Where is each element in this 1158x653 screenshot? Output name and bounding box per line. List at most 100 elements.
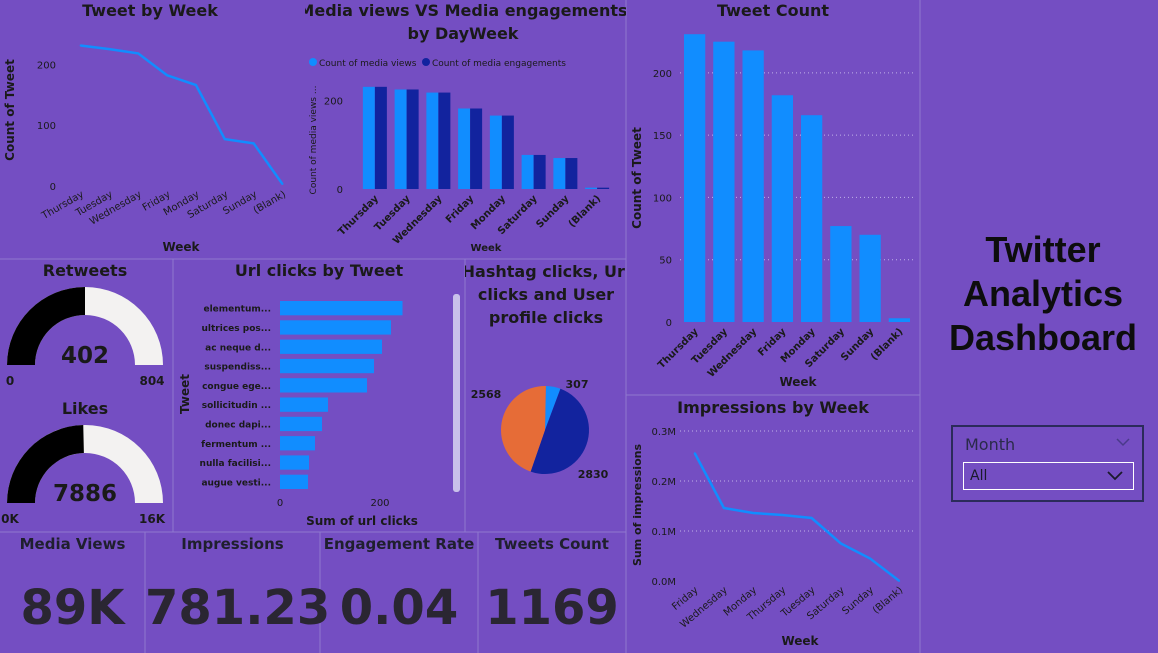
y-tick-label: 0.3M: [651, 427, 676, 438]
bar: [280, 474, 308, 489]
bar: [280, 339, 382, 354]
legend-marker-media-engagements: [422, 58, 430, 66]
chart-title-line3: profile clicks: [489, 308, 603, 327]
y-axis-label: Count of Tweet: [630, 127, 644, 229]
kpi-engagement-rate-value: 0.04: [339, 580, 459, 636]
dashboard-title: Twitter Analytics Dashboard: [928, 228, 1158, 360]
chart-title: Url clicks by Tweet: [235, 261, 404, 280]
y-axis-label: Count of Tweet: [3, 59, 17, 161]
x-tick-label: (Blank): [252, 189, 289, 216]
bar: [533, 154, 546, 189]
pie-slice-label: 307: [566, 378, 589, 391]
scrollbar-thumb[interactable]: [453, 294, 460, 492]
bar: [438, 92, 451, 189]
bar: [470, 108, 483, 189]
tweet-count-chart: Tweet Count Count of Tweet Week 0 50 100 15…: [630, 1, 914, 389]
legend-label-media-views: Count of media views: [319, 59, 417, 69]
hashtag-url-profile-clicks-chart: Hashtag clicks, Url clicks and User prof…: [465, 262, 626, 481]
bar: [280, 301, 403, 316]
y-tick-label: 0: [666, 318, 672, 329]
bar: [585, 187, 598, 189]
month-dropdown-value: All: [970, 468, 988, 484]
y-tick-label: 0.0M: [651, 577, 676, 588]
month-slicer: Month All: [951, 425, 1144, 502]
y-tick-label: suspendiss...: [204, 363, 271, 373]
data-point: [781, 514, 784, 516]
y-tick-label: 0.2M: [651, 477, 676, 488]
x-tick-label: 200: [370, 498, 389, 509]
x-tick-label: Sunday: [534, 193, 572, 231]
x-axis-label: Week: [781, 634, 819, 648]
pie-slice: [530, 388, 590, 475]
chart-title: Tweet Count: [717, 1, 829, 20]
bar: [280, 436, 315, 451]
likes-title: Likes: [62, 399, 108, 418]
legend-marker-media-views: [309, 58, 317, 66]
month-dropdown[interactable]: All: [963, 462, 1134, 490]
collapse-chevron-icon[interactable]: [1116, 437, 1130, 447]
y-tick-label: congue ege...: [202, 382, 271, 392]
y-tick-label: ultrices pos...: [202, 324, 272, 334]
bar: [713, 41, 735, 322]
y-tick-label: elementum...: [203, 305, 271, 315]
x-tick-label: Thursday: [336, 193, 381, 238]
impressions-by-week-chart: Impressions by Week Sum of impressions W…: [631, 398, 914, 648]
gauge-min-label: 0K: [1, 512, 19, 526]
bar: [553, 158, 566, 189]
bar: [830, 226, 852, 322]
gauges-panel: Retweets Likes 402 0 804 7886 0K 16K: [1, 261, 166, 526]
data-point: [898, 580, 901, 582]
x-tick-label: Sunday: [840, 585, 876, 618]
data-point: [723, 507, 725, 509]
pie-slice: [500, 386, 546, 472]
data-point: [869, 557, 871, 560]
series-line: [693, 452, 901, 582]
chart-title-line2: by DayWeek: [408, 24, 519, 43]
dashboard-title-line2: Analytics: [962, 273, 1124, 314]
data-point: [810, 517, 813, 519]
bar: [394, 89, 407, 189]
chart-title-line2: clicks and User: [478, 285, 614, 304]
bar: [406, 89, 419, 189]
bar: [684, 34, 706, 323]
kpi-impressions-label: Impressions: [181, 535, 284, 553]
legend-label-media-engagements: Count of media engagements: [432, 59, 566, 69]
gauge-max-label: 804: [139, 374, 164, 388]
y-tick-label: 100: [653, 193, 672, 204]
y-tick-label: fermentum ...: [201, 440, 271, 450]
y-axis-label: Tweet: [178, 374, 192, 414]
bar: [280, 397, 328, 412]
gauge-min-label: 0: [6, 374, 14, 388]
y-tick-label: nulla facilisi...: [200, 459, 271, 469]
x-tick-label: (Blank): [871, 585, 905, 616]
bar: [280, 455, 309, 470]
y-tick-label: 200: [37, 60, 56, 71]
y-tick-label: augue vesti...: [201, 478, 271, 488]
gauge-value-label: 7886: [53, 481, 117, 507]
x-axis-label: Week: [471, 243, 502, 254]
y-tick-label: 0: [337, 185, 343, 196]
chart-title-line1: Hashtag clicks, Url: [465, 262, 626, 281]
chart-title: Tweet by Week: [82, 1, 218, 20]
kpi-tweets-count-value: 1169: [485, 580, 619, 636]
y-axis-label: Count of media views ...: [309, 86, 319, 195]
bar: [426, 92, 439, 189]
dashboard-title-line3: Dashboard: [948, 317, 1138, 358]
gauge-value-label: 402: [61, 343, 109, 369]
data-point: [281, 183, 284, 185]
gauge-fill: [7, 425, 84, 503]
y-tick-label: 200: [324, 97, 343, 108]
data-point: [752, 512, 754, 514]
pie-slice-label: 2568: [471, 388, 502, 401]
y-tick-label: 200: [653, 69, 672, 80]
gauge-max-label: 16K: [139, 512, 166, 526]
bar: [742, 50, 764, 323]
pie-slice: [545, 386, 561, 430]
data-point: [252, 142, 255, 145]
bar: [565, 158, 578, 189]
bar: [801, 115, 823, 322]
chart-title: Impressions by Week: [677, 398, 869, 417]
chevron-down-icon: [1107, 471, 1123, 481]
data-point: [79, 44, 82, 47]
gauge-fill: [7, 287, 85, 365]
